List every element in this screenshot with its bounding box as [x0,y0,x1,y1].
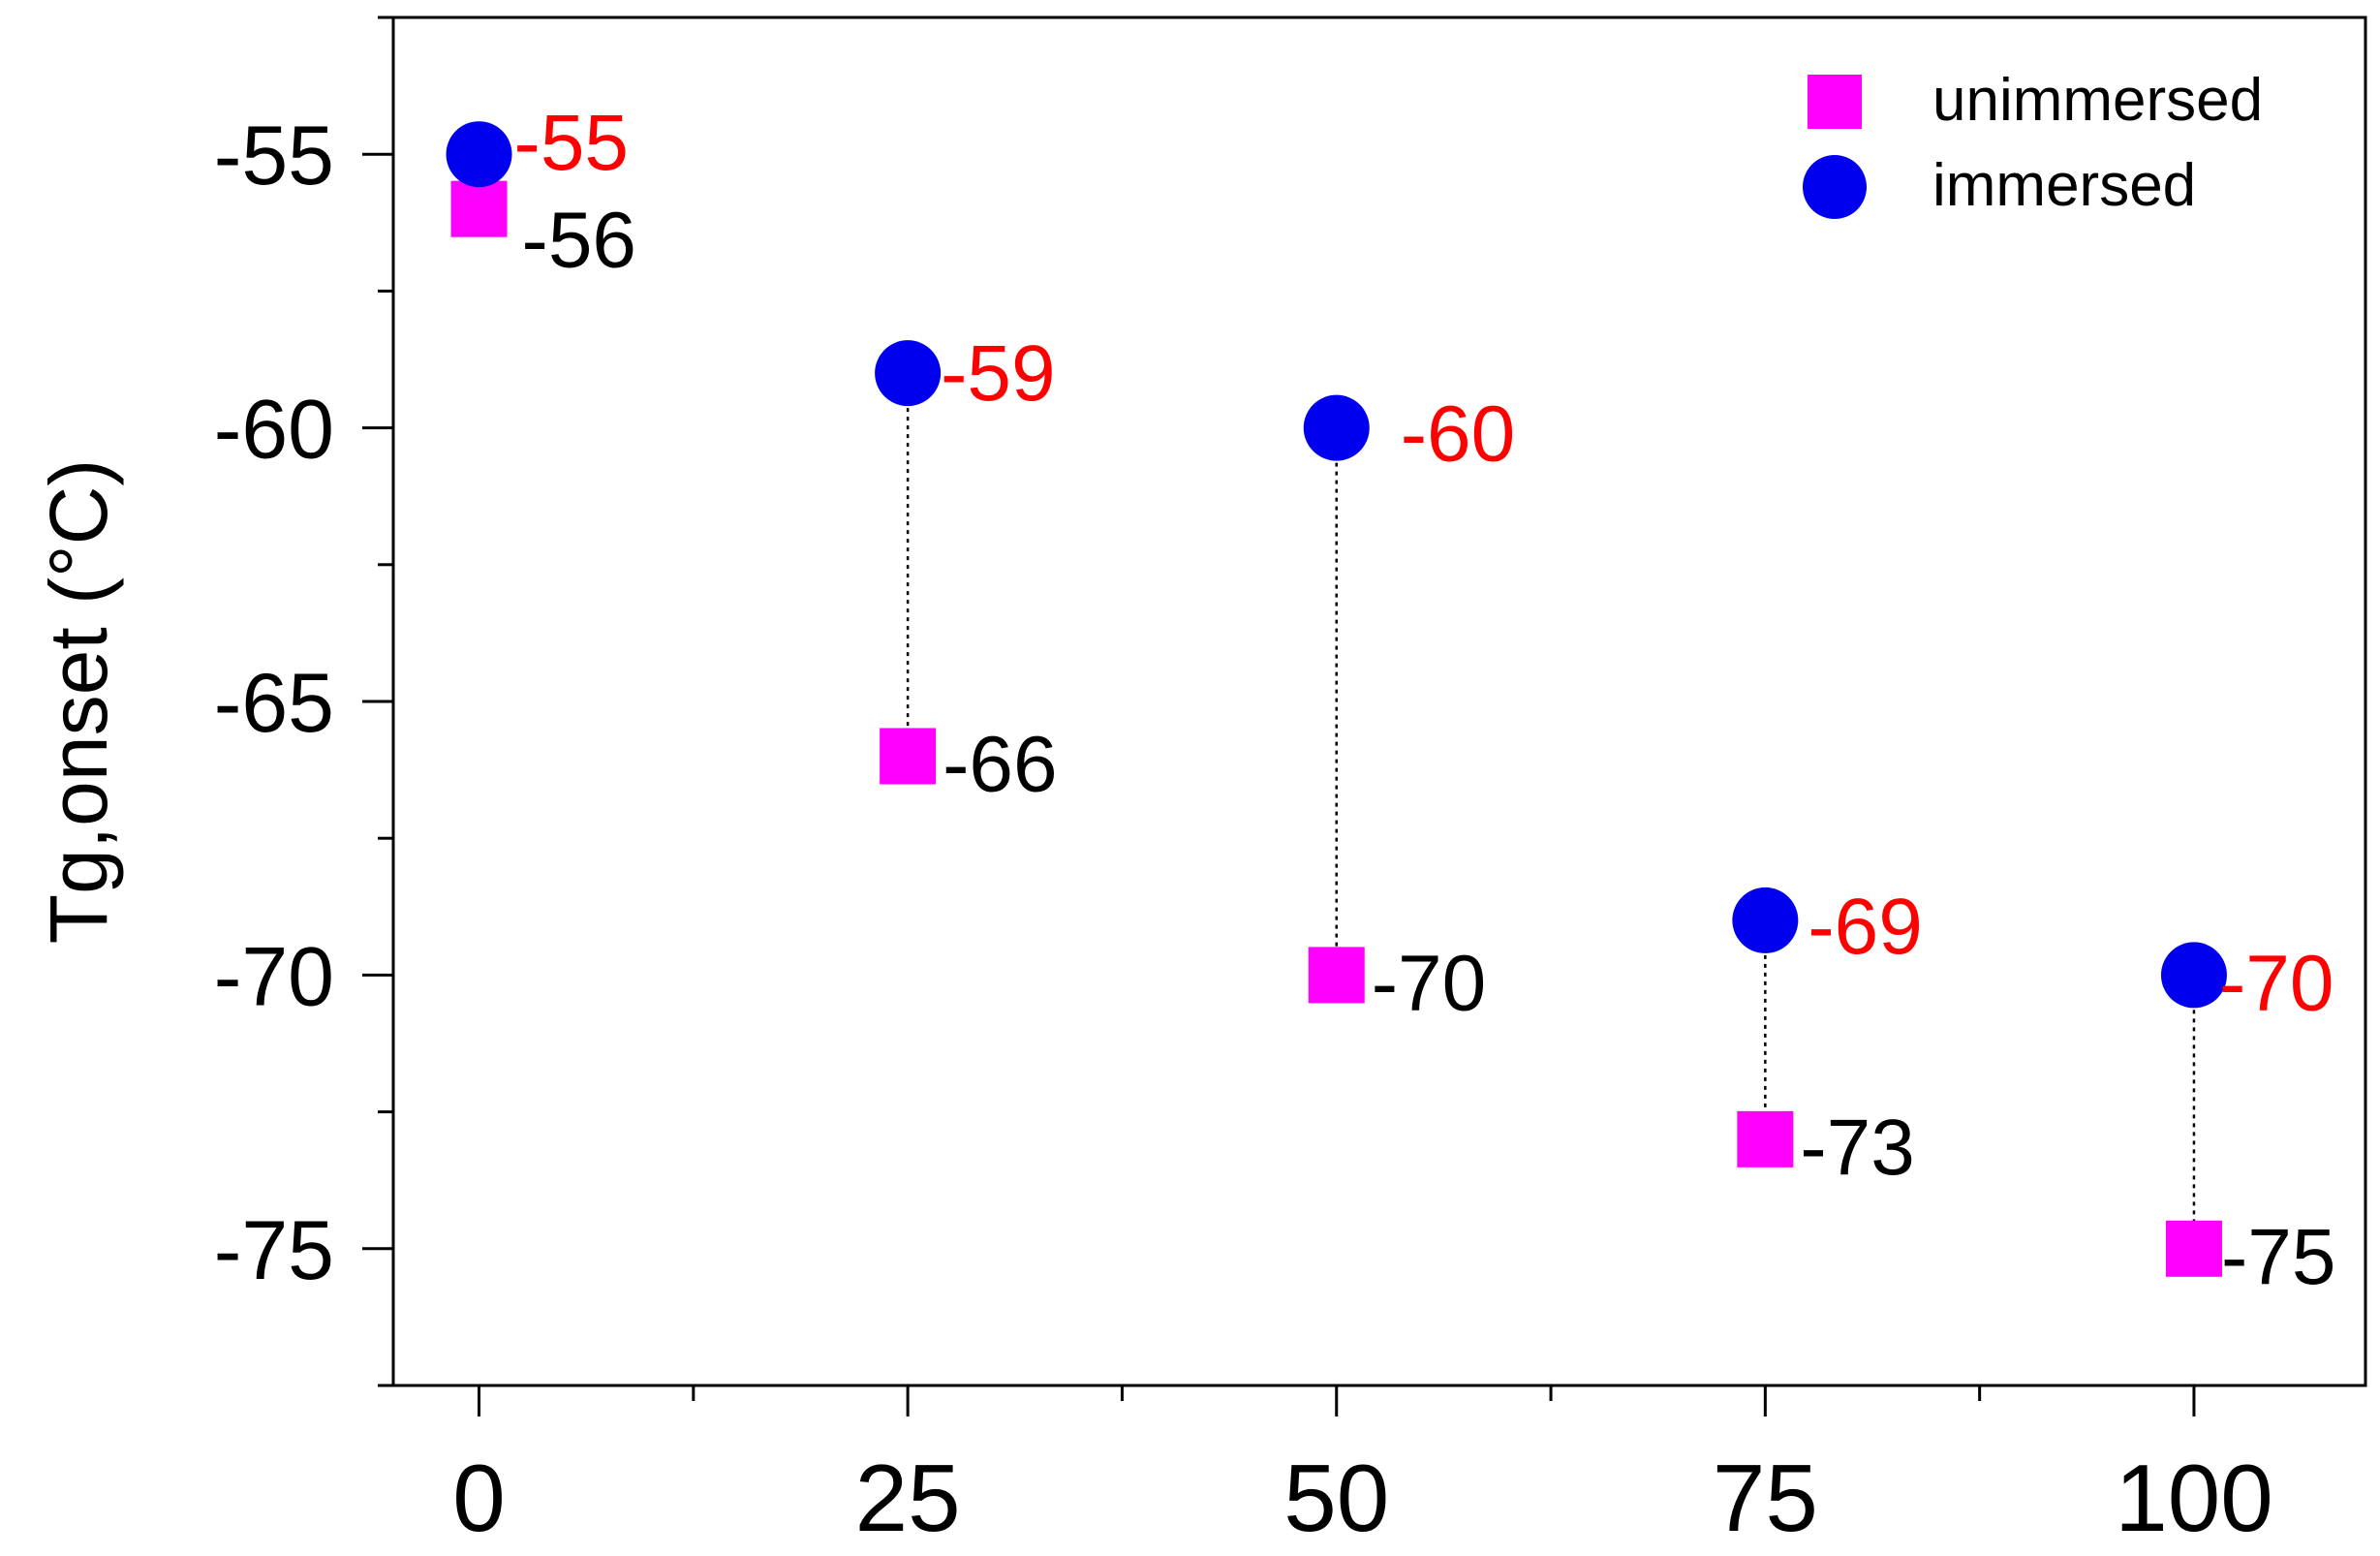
x-tick-label: 50 [1283,1445,1389,1551]
x-tick-label: 0 [452,1445,506,1551]
immersed-value-label: -60 [1401,390,1516,479]
unimmersed-value-label: -56 [522,197,637,285]
plot-frame [391,16,2367,1387]
y-tick-label: -65 [214,657,334,750]
y-axis-label: Tg,onset (°C) [33,459,124,944]
immersed-value-label: -69 [1808,883,1923,971]
unimmersed-value-label: -73 [1800,1104,1915,1192]
unimmersed-value-label: -70 [1372,939,1487,1027]
unimmersed-point [1737,1110,1794,1167]
immersed-point [1732,887,1799,953]
legend-marker-immersed [1803,155,1867,219]
y-tick-label: -55 [214,109,334,202]
immersed-point [875,340,942,407]
legend: unimmersed immersed [1803,67,2263,219]
x-tick-label: 100 [2115,1445,2273,1551]
unimmersed-point [880,728,937,785]
immersed-point [2160,942,2227,1009]
unimmersed-point [2165,1220,2222,1277]
unimmersed-point [450,180,508,237]
x-tick-label: 75 [1713,1445,1818,1551]
immersed-value-label: -59 [941,329,1056,418]
y-tick-label: -70 [214,930,334,1023]
data-labels: -56 -55 -66 -59 -70 -60 -73 -69 -75 -70 [514,99,2336,1301]
y-tick-label: -75 [214,1204,334,1297]
unimmersed-value-label: -66 [943,720,1058,808]
legend-marker-unimmersed [1808,75,1862,129]
x-axis: 0 25 50 75 100 [452,1385,2273,1551]
data-points [446,121,2227,1277]
y-axis: -55 -60 -65 -70 -75 [214,16,393,1387]
unimmersed-value-label: -75 [2221,1213,2336,1301]
y-tick-label: -60 [214,384,334,477]
legend-label-unimmersed: unimmersed [1932,67,2263,134]
immersed-point [1303,394,1370,461]
connector-lines [478,154,2196,1249]
immersed-point [446,121,512,188]
unimmersed-point [1308,947,1365,1004]
immersed-value-label: -55 [514,99,630,187]
immersed-value-label: -70 [2219,939,2334,1027]
legend-label-immersed: immersed [1932,152,2196,219]
x-tick-label: 25 [855,1445,961,1551]
